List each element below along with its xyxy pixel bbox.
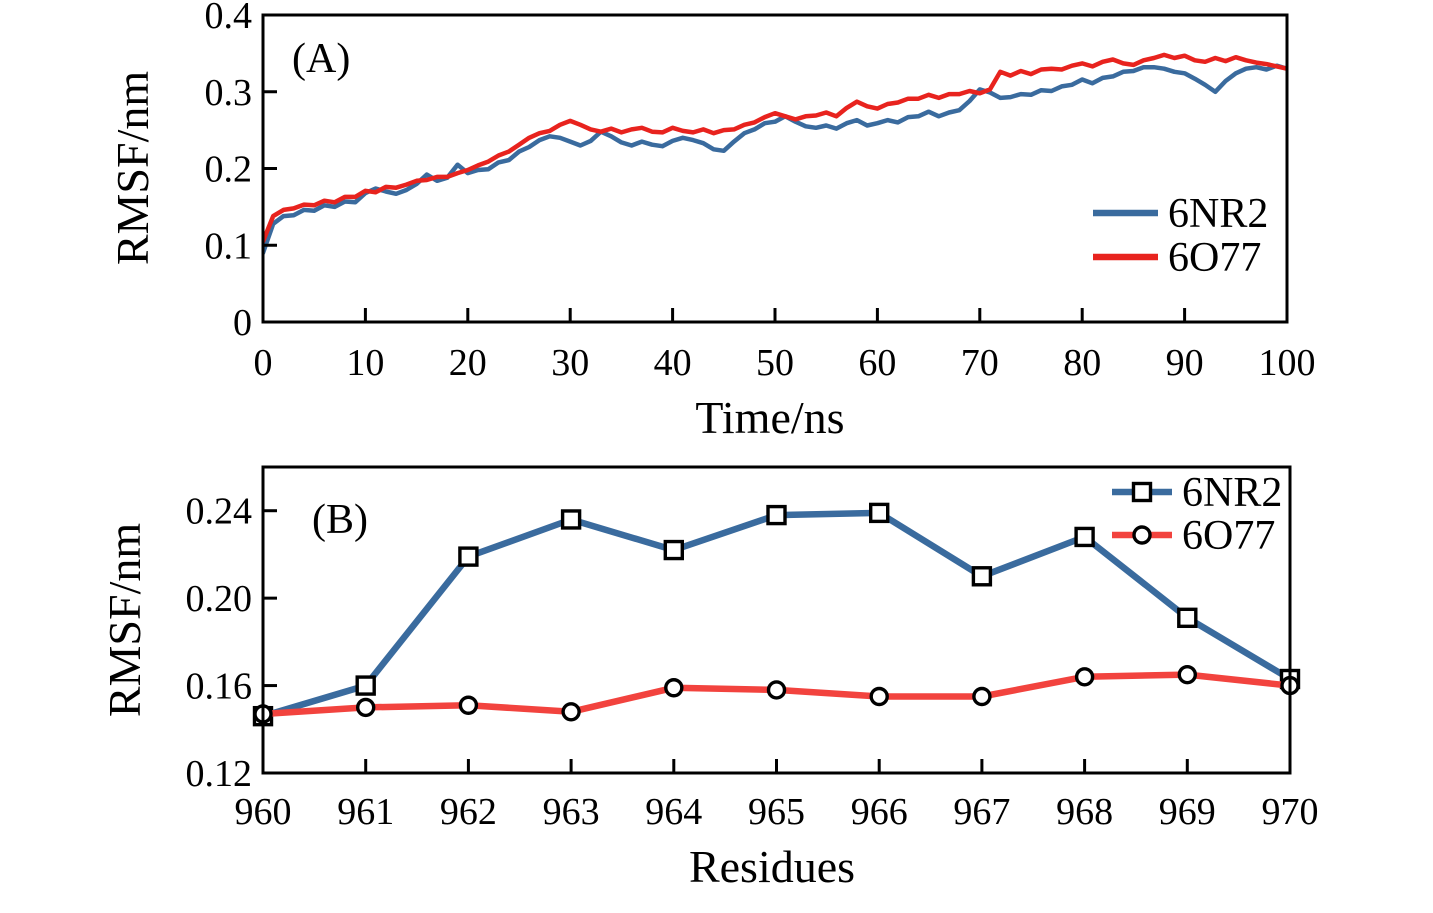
x-tick-label-B: 968 — [1056, 791, 1113, 833]
y-tick-label-A: 0.2 — [205, 149, 253, 191]
panel-tag-A: (A) — [292, 36, 350, 82]
x-tick-label-B: 970 — [1262, 791, 1319, 833]
series-6O77-marker — [458, 695, 479, 715]
x-tick-label-A: 90 — [1166, 342, 1204, 384]
x-tick-label-A: 60 — [858, 342, 896, 384]
x-tick-label-B: 964 — [645, 791, 702, 833]
x-tick-label-B: 963 — [543, 791, 600, 833]
x-tick-label-A: 30 — [551, 342, 589, 384]
series-6O77-marker — [869, 686, 889, 707]
x-tick-label-B: 962 — [440, 791, 497, 833]
series-6NR2-marker — [766, 504, 787, 526]
x-tick-label-B: 966 — [851, 791, 908, 833]
x-tick-label-A: 100 — [1259, 342, 1316, 384]
series-6NR2-marker — [1074, 526, 1095, 548]
y-tick-label-A: 0.4 — [205, 0, 253, 37]
x-tick-label-B: 960 — [235, 791, 292, 833]
y-tick-label-B: 0.24 — [186, 491, 253, 533]
y-tick-label-A: 0.3 — [205, 72, 253, 114]
legend-label-6NR2-A: 6NR2 — [1168, 191, 1268, 237]
series-6NR2-marker — [355, 675, 376, 696]
x-tick-label-A: 10 — [346, 342, 384, 384]
x-tick-label-B: 969 — [1159, 791, 1216, 833]
panel-A-frame — [261, 13, 1289, 324]
series-6O77-marker — [766, 680, 787, 700]
series-6NR2-marker — [971, 566, 993, 587]
series-6O77-marker — [356, 697, 376, 718]
series-6NR2-line-A — [263, 63, 1287, 256]
x-tick-label-A: 80 — [1063, 342, 1101, 384]
panel-tag-B: (B) — [312, 497, 368, 543]
series-6O77-marker — [1074, 667, 1095, 687]
x-tick-label-B: 961 — [337, 791, 394, 833]
x-tick-label-A: 70 — [961, 342, 999, 384]
legend-marker-6O77 — [1132, 525, 1152, 545]
series-6NR2-marker — [663, 539, 684, 561]
series-6O77-marker — [664, 678, 684, 698]
series-6NR2-marker — [560, 509, 582, 530]
x-tick-label-A: 40 — [654, 342, 692, 384]
series-6O77-marker — [561, 702, 581, 722]
legend-label-6O77-B: 6O77 — [1182, 513, 1275, 559]
x-tick-label-A: 0 — [254, 342, 273, 384]
x-tick-label-B: 967 — [953, 791, 1010, 833]
series-6O77-line-A — [263, 52, 1287, 244]
panel-B-frame — [261, 465, 1292, 775]
y-tick-label-B: 0.12 — [186, 753, 253, 795]
legend-label-6NR2-B: 6NR2 — [1182, 470, 1282, 516]
x-tick-label-A: 50 — [756, 342, 794, 384]
legend-marker-6NR2 — [1131, 481, 1153, 503]
x-axis-title-B: Residues — [689, 841, 855, 892]
x-axis-title-A: Time/ns — [695, 392, 844, 443]
series-6O77-marker — [972, 686, 992, 707]
y-tick-label-A: 0 — [233, 302, 252, 344]
y-axis-title-A: RMSF/nm — [107, 71, 158, 266]
y-axis-title-B: RMSF/nm — [99, 523, 150, 718]
y-tick-label-B: 0.20 — [186, 578, 253, 620]
x-tick-label-A: 20 — [449, 342, 487, 384]
series-6O77-marker — [1177, 664, 1198, 685]
y-tick-label-A: 0.1 — [205, 225, 253, 267]
series-6NR2-marker — [458, 546, 479, 567]
legend-label-6O77-A: 6O77 — [1168, 235, 1261, 281]
x-tick-label-B: 965 — [748, 791, 805, 833]
series-6NR2-marker — [869, 502, 890, 524]
y-tick-label-B: 0.16 — [186, 666, 253, 708]
series-6NR2-marker — [1177, 607, 1198, 629]
